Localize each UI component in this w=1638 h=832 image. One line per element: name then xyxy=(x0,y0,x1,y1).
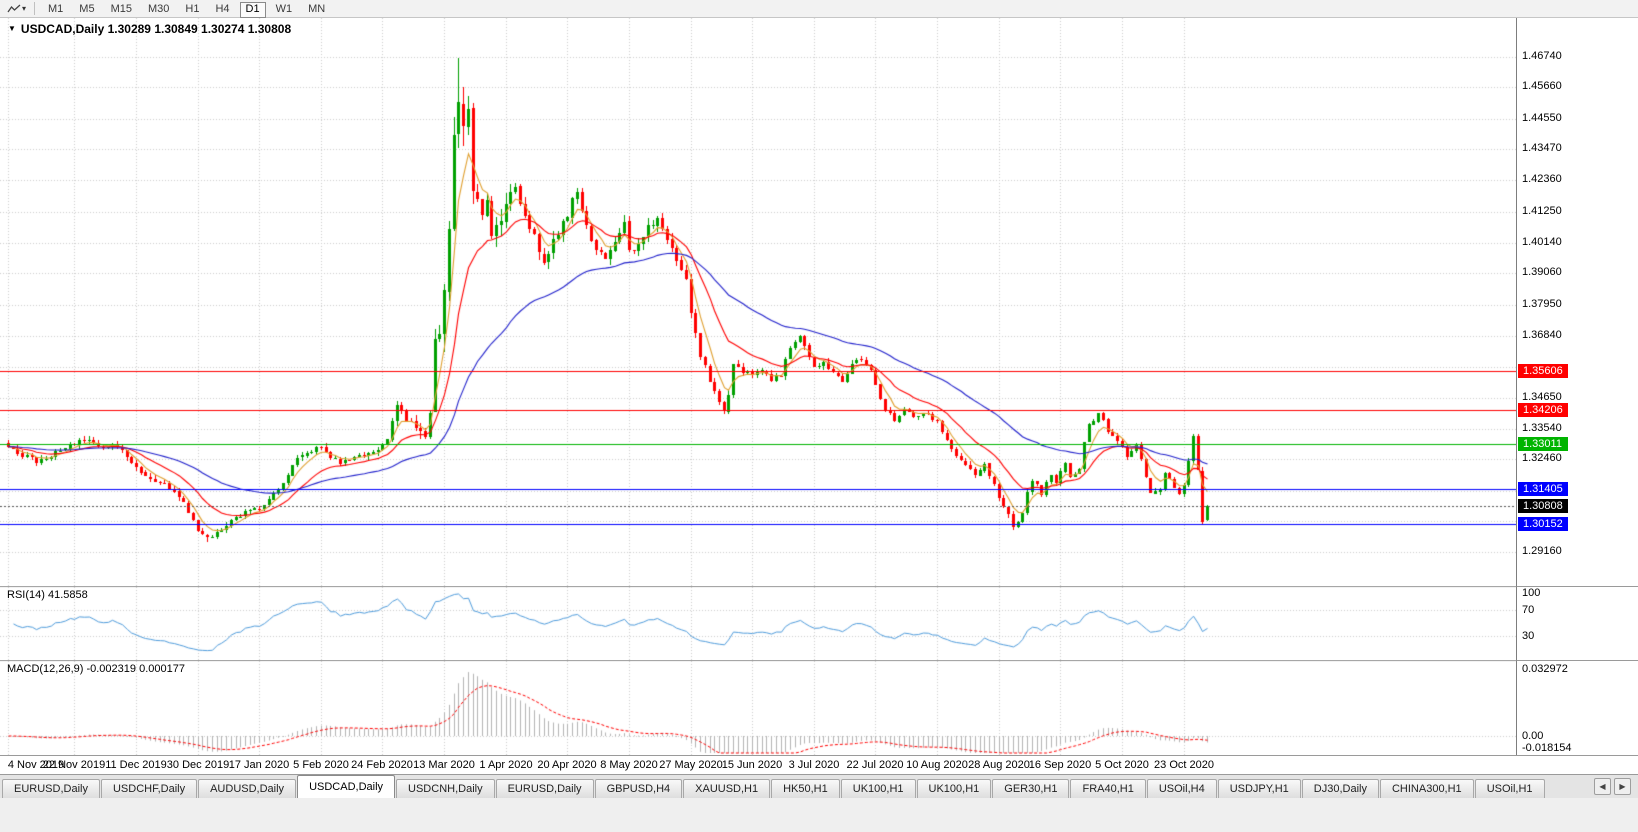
date-axis-label: 16 Sep 2020 xyxy=(1028,759,1092,771)
date-axis-label: 17 Jan 2020 xyxy=(228,759,290,771)
timeframe-button-M30[interactable]: M30 xyxy=(142,2,175,18)
rsi-axis-label: 70 xyxy=(1522,603,1535,616)
price-axis-label: 1.37950 xyxy=(1522,297,1562,310)
toolbar-separator xyxy=(34,2,36,15)
hline-price-tag: 1.34206 xyxy=(1518,403,1568,418)
chart-ohlc-text: USDCAD,Daily 1.30289 1.30849 1.30274 1.3… xyxy=(20,22,292,36)
chart-tab-USDCAD-Daily[interactable]: USDCAD,Daily xyxy=(297,775,396,798)
price-axis-label: 1.42360 xyxy=(1522,173,1562,186)
chart-tab-CHINA300-H1[interactable]: CHINA300,H1 xyxy=(1379,779,1474,798)
tabs-scroll-left-button[interactable]: ◀ xyxy=(1594,778,1611,795)
hline-price-tag: 1.30152 xyxy=(1518,517,1568,532)
macd-axis-label: -0.018154 xyxy=(1522,742,1572,754)
date-axis-label: 13 Mar 2020 xyxy=(413,759,475,771)
main-chart-canvas[interactable] xyxy=(0,18,1516,586)
price-axis-label: 1.45660 xyxy=(1522,80,1562,93)
chart-tab-DJ30-Daily[interactable]: DJ30,Daily xyxy=(1301,779,1379,798)
rsi-indicator-label: RSI(14) 41.5858 xyxy=(7,589,88,601)
tabs-scroll-right-button[interactable]: ▶ xyxy=(1614,778,1631,795)
chart-tabs: EURUSD,Daily USDCHF,Daily AUDUSD,Daily USDC… xyxy=(0,775,1587,798)
chart-tab-EURUSD-Daily[interactable]: EURUSD,Daily xyxy=(495,779,594,798)
date-axis-label: 3 Jul 2020 xyxy=(788,759,840,771)
window-background xyxy=(0,798,1638,832)
date-axis-label: 22 Jul 2020 xyxy=(846,759,904,771)
price-axis[interactable]: 1.46740 1.45660 1.44550 1.43470 1.42360 1.412… xyxy=(1516,18,1638,586)
date-axis-label: 20 Apr 2020 xyxy=(537,759,597,771)
macd-axis-label: 0.00 xyxy=(1522,730,1544,742)
price-axis-label: 1.36840 xyxy=(1522,328,1562,341)
chart-info-caret-icon[interactable]: ▼ xyxy=(8,24,16,33)
chart-tab-UK100-H1[interactable]: UK100,H1 xyxy=(916,779,992,798)
macd-indicator-label: MACD(12,26,9) -0.002319 0.000177 xyxy=(7,663,185,675)
timeframe-button-D1[interactable]: D1 xyxy=(239,1,266,18)
hline-price-tag: 1.35606 xyxy=(1518,363,1568,378)
price-axis-label: 1.43470 xyxy=(1522,142,1562,155)
macd-axis-label: 0.032972 xyxy=(1522,663,1568,675)
date-axis-label: 15 Jun 2020 xyxy=(721,759,783,771)
chart-tab-FRA40-H1[interactable]: FRA40,H1 xyxy=(1070,779,1146,798)
chart-tab-XAUUSD-H1[interactable]: XAUUSD,H1 xyxy=(683,779,771,798)
date-axis-label: 5 Oct 2020 xyxy=(1095,759,1149,771)
rsi-axis-label: 30 xyxy=(1522,630,1535,643)
timeframe-button-H4[interactable]: H4 xyxy=(209,2,235,18)
date-axis-label: 4 Nov 2019 xyxy=(7,759,65,771)
price-axis-label: 1.44550 xyxy=(1522,111,1562,124)
timeframe-toolbar: ▾ M1 M5 M15 M30 H1 H4 D1 W1 MN xyxy=(0,0,1638,18)
date-axis-label: 22 Nov 2019 xyxy=(42,759,106,771)
price-axis-label: 1.40140 xyxy=(1522,235,1562,248)
price-axis-label: 1.41250 xyxy=(1522,204,1562,217)
rsi-axis-label: 100 xyxy=(1522,587,1541,599)
rsi-panel-canvas[interactable] xyxy=(0,586,1516,660)
date-axis-label: 27 May 2020 xyxy=(659,759,723,771)
date-axis-label: 28 Aug 2020 xyxy=(968,759,1030,771)
date-axis-label: 1 Apr 2020 xyxy=(479,759,533,771)
tab-scroll-buttons: ◀ ▶ xyxy=(1587,775,1638,798)
date-axis-label: 8 May 2020 xyxy=(600,759,658,771)
timeframe-button-H1[interactable]: H1 xyxy=(179,2,205,18)
date-axis[interactable]: 4 Nov 2019 22 Nov 2019 11 Dec 2019 30 Dec 2… xyxy=(0,755,1638,774)
chart-title: ▼ USDCAD,Daily 1.30289 1.30849 1.30274 1… xyxy=(8,22,291,36)
macd-axis[interactable]: 0.032972 0.00 -0.018154 xyxy=(1516,660,1638,755)
chart-tab-EURUSD-Daily[interactable]: EURUSD,Daily xyxy=(2,779,100,798)
date-axis-label: 23 Oct 2020 xyxy=(1154,759,1214,771)
price-axis-label: 1.39060 xyxy=(1522,266,1562,279)
date-axis-label: 24 Feb 2020 xyxy=(351,759,413,771)
date-axis-label: 10 Aug 2020 xyxy=(906,759,968,771)
chart-tab-AUDUSD-Daily[interactable]: AUDUSD,Daily xyxy=(198,779,297,798)
price-axis-label: 1.46740 xyxy=(1522,50,1562,62)
hline-price-tag: 1.33011 xyxy=(1518,436,1568,451)
date-axis-label: 30 Dec 2019 xyxy=(166,759,230,771)
timeframe-button-M15[interactable]: M15 xyxy=(105,2,138,18)
chart-tab-UK100-H1[interactable]: UK100,H1 xyxy=(840,779,916,798)
dropdown-caret-icon: ▾ xyxy=(22,4,27,13)
chart-tab-GBPUSD-H4[interactable]: GBPUSD,H4 xyxy=(594,779,683,798)
chart-line-tool-icon[interactable]: ▾ xyxy=(4,1,29,17)
hline-price-tag: 1.31405 xyxy=(1518,481,1568,496)
timeframe-button-W1[interactable]: W1 xyxy=(270,2,299,18)
price-axis-label: 1.33540 xyxy=(1522,421,1562,434)
chart-tab-USDCNH-Daily[interactable]: USDCNH,Daily xyxy=(396,779,495,798)
chart-tab-HK50-H1[interactable]: HK50,H1 xyxy=(771,779,840,798)
bid-price-tag: 1.30808 xyxy=(1518,498,1568,513)
timeframe-buttons: M1 M5 M15 M30 H1 H4 D1 W1 MN xyxy=(40,0,333,18)
chart-tab-bar: EURUSD,Daily USDCHF,Daily AUDUSD,Daily USDC… xyxy=(0,774,1638,798)
date-axis-label: 11 Dec 2019 xyxy=(105,759,167,771)
timeframe-button-M1[interactable]: M1 xyxy=(42,2,69,18)
chart-tab-GER30-H1[interactable]: GER30,H1 xyxy=(992,779,1070,798)
price-axis-label: 1.34650 xyxy=(1522,390,1562,403)
date-axis-label: 5 Feb 2020 xyxy=(293,759,349,771)
rsi-axis[interactable]: 100 70 30 xyxy=(1516,586,1638,660)
macd-panel-canvas[interactable] xyxy=(0,660,1516,755)
timeframe-button-M5[interactable]: M5 xyxy=(73,2,100,18)
chart-tab-USDCHF-Daily[interactable]: USDCHF,Daily xyxy=(100,779,198,798)
price-axis-label: 1.29160 xyxy=(1522,545,1562,558)
zigzag-chart-icon xyxy=(7,4,21,12)
chart-tab-USOil-H4[interactable]: USOil,H4 xyxy=(1146,779,1217,798)
timeframe-button-MN[interactable]: MN xyxy=(302,2,331,18)
price-axis-label: 1.32460 xyxy=(1522,452,1562,465)
chart-tab-USOil-H1[interactable]: USOil,H1 xyxy=(1474,779,1545,798)
chart-tab-USDJPY-H1[interactable]: USDJPY,H1 xyxy=(1217,779,1301,798)
